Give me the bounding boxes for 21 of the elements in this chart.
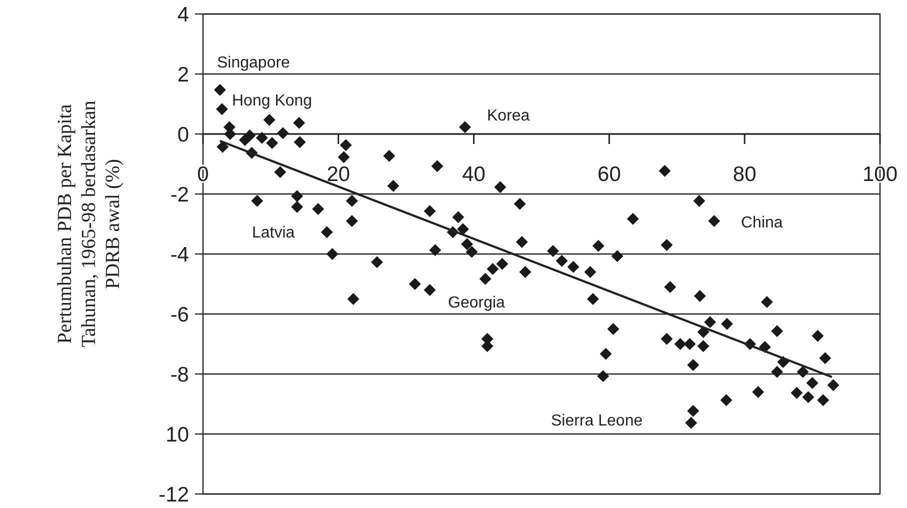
y-tick-label: 10 [166,423,189,446]
y-tick-label: 2 [177,63,189,86]
y-tick-label: -4 [170,243,190,266]
x-tick-label: 20 [326,163,350,186]
annotation: Singapore [217,54,290,72]
annotation: Korea [487,108,530,125]
y-axis-title: Pertumbuhan PDB per Kapita Tahunan, 1965-98 berdasarkan PDRB awal (%) [54,100,124,348]
annotation: Georgia [448,294,506,312]
x-tick-label: 40 [462,163,486,186]
y-tick-label: -2 [170,183,189,206]
y-tick-label: 4 [177,3,190,26]
annotation: Hong Kong [232,92,312,110]
y-tick-label: -12 [158,483,189,506]
y-tick-label: -6 [170,303,189,326]
annotation: Sierra Leone [551,412,643,430]
annotation: China [741,214,783,232]
y-tick-label: -8 [170,363,189,386]
x-tick-label: 60 [598,163,621,186]
y-tick-label: 0 [177,123,189,146]
x-tick-label: 80 [732,163,756,186]
annotation: Latvia [252,224,295,242]
